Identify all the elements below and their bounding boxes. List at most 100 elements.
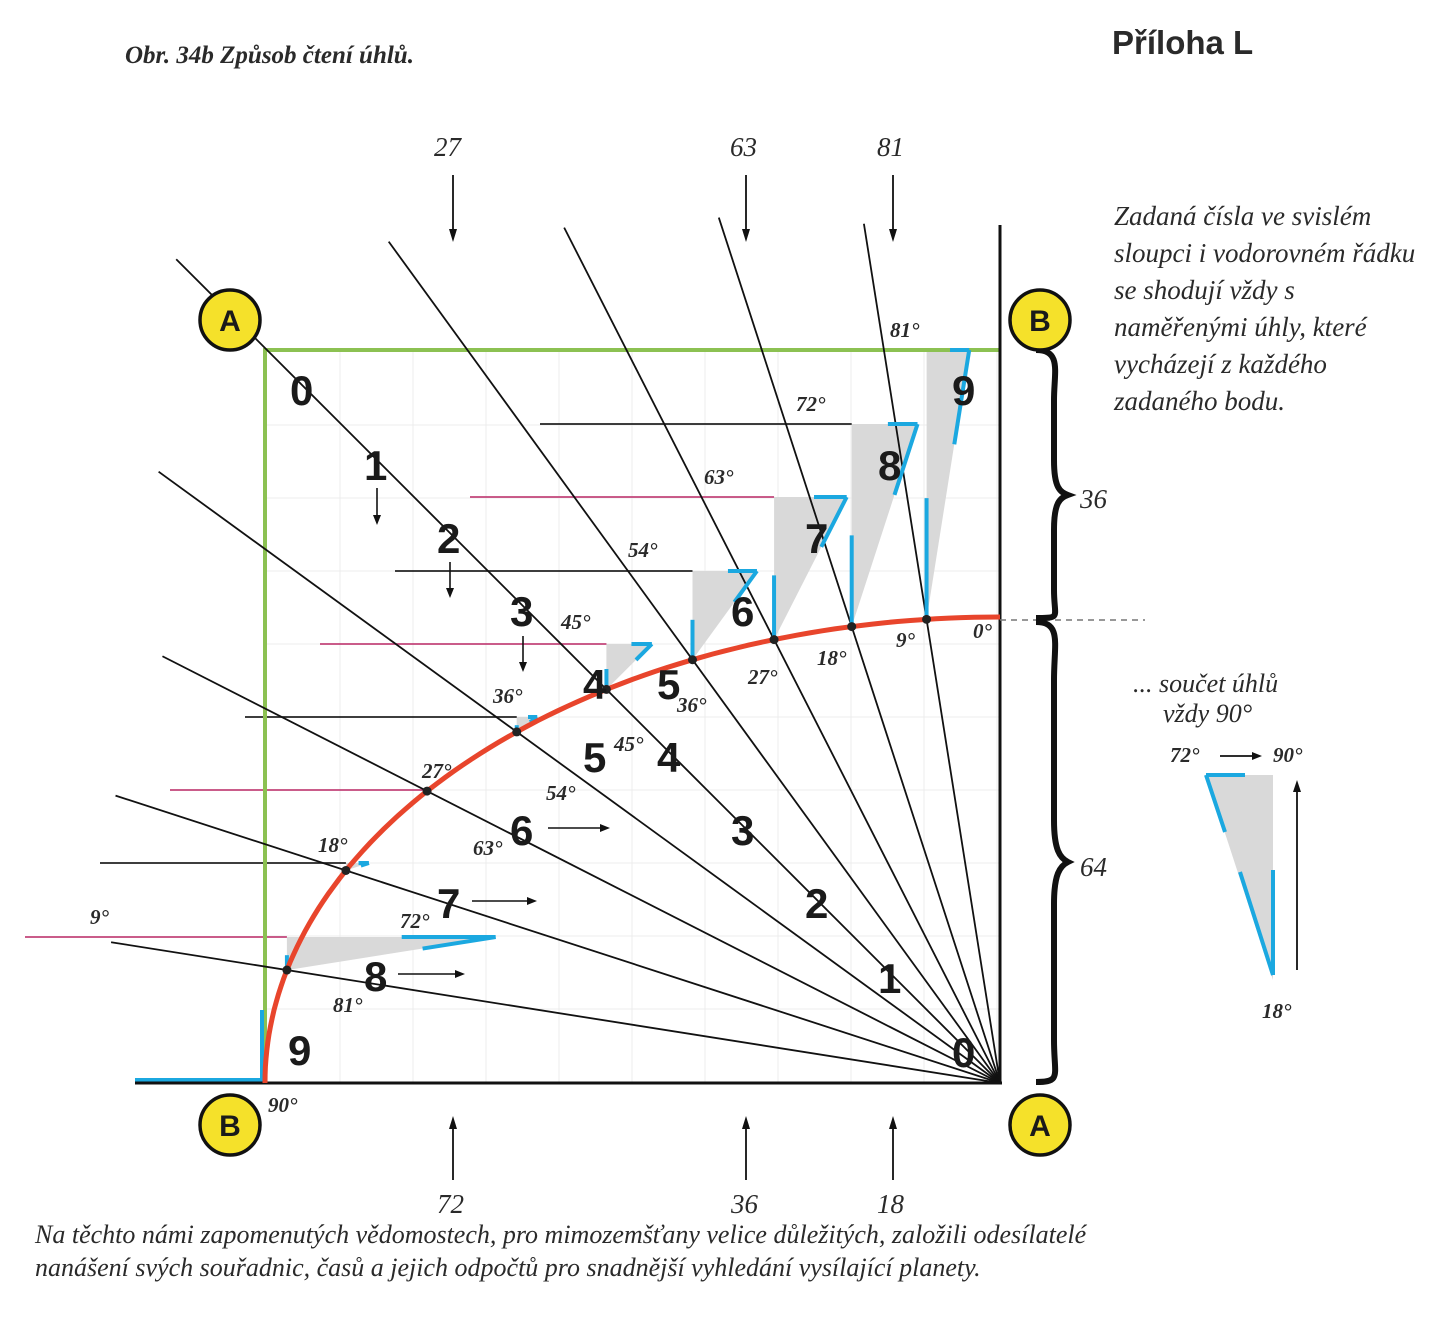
brace-label-upper: 36	[1079, 484, 1108, 514]
highlight-diagonal-54	[732, 569, 759, 604]
highlight-diagonal-9	[422, 935, 496, 951]
ray-number-5-top: 5	[657, 661, 680, 708]
arc-angle-72: 72°	[400, 909, 430, 933]
shaded-triangle-9	[286, 937, 496, 971]
ray-number-7-left: 7	[437, 880, 460, 927]
arc-point-63	[769, 635, 779, 645]
triangle-angle-27: 27°	[421, 759, 452, 783]
top-number-63: 63	[730, 132, 757, 162]
bottom-arrowhead	[742, 1116, 750, 1129]
arc-angle-0: 0°	[973, 619, 993, 643]
ray-number-3-lower: 3	[731, 807, 754, 854]
appendix-label: Příloha L	[1112, 24, 1254, 61]
sum-note-from: 72°	[1170, 743, 1200, 767]
caption: Na těchto námi zapomenutých vědomostech,…	[35, 1220, 1087, 1282]
ray-number-4-top: 4	[583, 661, 607, 708]
arc-angle-36: 36°	[676, 693, 707, 717]
arc-angle-9: 9°	[896, 628, 916, 652]
top-arrows	[449, 175, 897, 242]
bottom-number-18: 18	[877, 1189, 905, 1219]
ray-81	[863, 223, 1001, 1084]
triangle-angle-81: 81°	[890, 318, 920, 342]
small-right-arrowhead	[600, 824, 610, 832]
ray-number-2-lower: 2	[805, 880, 828, 927]
top-number-81: 81	[877, 132, 904, 162]
small-down-arrowhead	[373, 515, 381, 525]
arc-angle-81: 81°	[333, 993, 363, 1017]
small-right-arrowhead	[527, 897, 537, 905]
ray-number-3-top: 3	[510, 588, 533, 635]
triangle-angle-36: 36°	[492, 684, 523, 708]
ray-number-4-lower: 4	[657, 734, 681, 781]
ray-number-0-top: 0	[290, 367, 313, 414]
arc-point-27	[422, 786, 432, 796]
ray-number-0-lower: 0	[952, 1029, 975, 1076]
arc-angle-63: 63°	[473, 836, 503, 860]
ray-9	[110, 941, 1001, 1084]
marker-a-bottom-right: A	[1008, 1093, 1072, 1157]
arc-point-36	[512, 727, 522, 737]
ray-18	[115, 794, 1001, 1084]
bottom-arrowhead	[889, 1116, 897, 1129]
arc-angle-45: 45°	[613, 732, 644, 756]
upper-brace	[1035, 347, 1077, 621]
marker-b-bottom-left: B	[198, 1093, 262, 1157]
sum-note-line1: ... součet úhlů	[1133, 669, 1278, 698]
ray-number-5-left: 5	[583, 734, 606, 781]
highlight-diagonal-45	[634, 642, 654, 662]
highlight-diagonal-72	[892, 423, 920, 496]
triangle-angle-45: 45°	[560, 610, 591, 634]
highlight-strokes	[135, 348, 972, 1082]
triangle-angle-63: 63°	[704, 465, 734, 489]
sum-note-line2: vždy 90°	[1163, 699, 1252, 728]
bottom-number-72: 72	[437, 1189, 464, 1219]
side-note: Zadaná čísla ve svislém sloupci i vodoro…	[1114, 201, 1416, 416]
small-down-arrowhead	[446, 588, 454, 598]
highlight-diagonal-81	[952, 349, 972, 445]
arc-angle-54: 54°	[546, 781, 576, 805]
triangle-angle-54: 54°	[628, 538, 658, 562]
ray-number-2-top: 2	[437, 515, 460, 562]
top-arrowhead	[449, 229, 457, 242]
ray-63	[563, 227, 1001, 1084]
sum-note-triangle	[1204, 773, 1275, 980]
arc-point-18	[341, 865, 351, 875]
arc-point-72	[847, 622, 857, 632]
sum-note-to: 90°	[1273, 743, 1303, 767]
ray-number-8-left: 8	[364, 953, 387, 1000]
ray-number-9-top: 9	[952, 367, 975, 414]
bottom-arrows	[449, 1116, 897, 1180]
svg-text:B: B	[1029, 305, 1051, 338]
shaded-triangles	[286, 350, 970, 971]
ray-36	[158, 470, 1001, 1084]
top-arrowhead	[889, 229, 897, 242]
quarter-arc	[262, 614, 1001, 1084]
top-number-27: 27	[434, 132, 463, 162]
ray-number-6-left: 6	[510, 807, 533, 854]
index-arrows	[373, 488, 610, 978]
arc-angle-90: 90°	[268, 1093, 298, 1117]
marker-b-top-right: B	[1008, 288, 1072, 352]
ray-number-1-lower: 1	[878, 955, 901, 1002]
arc-angle-27: 27°	[747, 665, 778, 689]
small-down-arrowhead	[519, 662, 527, 672]
ray-72	[717, 217, 1001, 1084]
figure-title: Obr. 34b Způsob čtení úhlů.	[125, 42, 414, 69]
triangle-angle-72: 72°	[796, 392, 826, 416]
svg-text:A: A	[1029, 1110, 1051, 1143]
triangle-angle-18: 18°	[318, 833, 348, 857]
highlight-diagonal-18	[360, 861, 370, 868]
arc-points	[282, 614, 932, 975]
arc-point-81	[922, 614, 932, 624]
ray-number-6-top: 6	[731, 588, 754, 635]
small-right-arrowhead	[455, 970, 465, 978]
bottom-number-36: 36	[730, 1189, 759, 1219]
sum-note-arrow-right	[1220, 752, 1262, 760]
arc-angle-18: 18°	[817, 646, 847, 670]
square-frame	[263, 348, 1000, 1080]
ray-number-9-left: 9	[288, 1027, 311, 1074]
ray-27	[162, 655, 1001, 1084]
bottom-arrowhead	[449, 1116, 457, 1129]
top-arrowhead	[742, 229, 750, 242]
